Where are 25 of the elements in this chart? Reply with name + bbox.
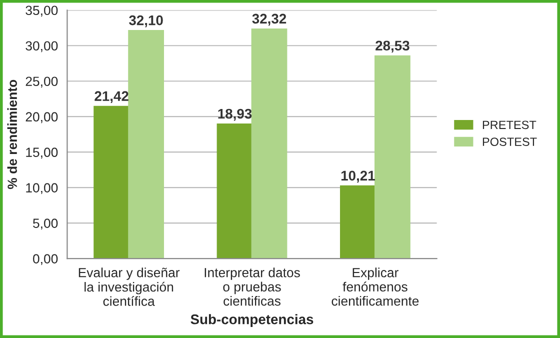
y-tick-label: 0,00: [33, 254, 58, 266]
legend-label: PRETEST: [482, 120, 536, 130]
bar: [340, 185, 376, 259]
x-tick-label: Interpretar datos o pruebas cientificas: [204, 268, 300, 306]
data-label: 21,42: [94, 91, 128, 104]
data-label: 32,32: [252, 14, 286, 26]
y-tick-label: 10,00: [26, 183, 58, 194]
data-label: 28,53: [376, 40, 410, 53]
x-tick-label: Explicar fenómenos cientificamente: [332, 268, 419, 306]
bar: [128, 30, 164, 259]
data-label: 32,10: [128, 15, 163, 28]
y-tick-label: 5,00: [33, 218, 58, 230]
legend-label: POSTEST: [482, 138, 537, 146]
y-tick-label: 20,00: [26, 112, 58, 124]
y-tick-label: 25,00: [26, 76, 58, 88]
bar: [374, 55, 410, 259]
bar: [251, 28, 288, 259]
y-tick-label: 15,00: [26, 148, 58, 159]
y-tick-label: 35,00: [26, 6, 58, 17]
y-axis-title: % de rendimiento: [7, 80, 17, 190]
y-tick-label: 30,00: [26, 41, 58, 52]
x-axis-title: Sub-competencias: [190, 314, 314, 328]
bar: [216, 124, 253, 259]
x-tick-label: Evaluar y diseñar la investigación científica: [78, 268, 180, 306]
bar: [94, 106, 130, 259]
